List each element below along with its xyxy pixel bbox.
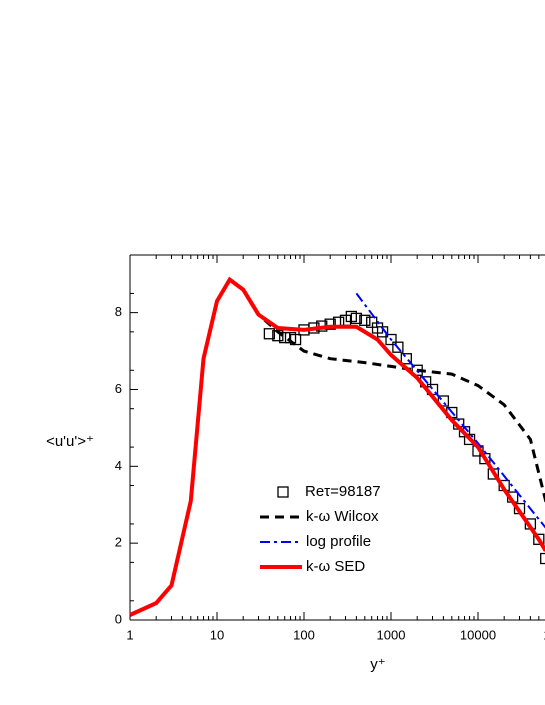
marker: [279, 331, 291, 344]
y-tick-label: 8: [115, 304, 122, 319]
marker: [366, 316, 378, 328]
x-tick-label: 1000: [377, 627, 406, 642]
x-tick-label: 10: [210, 627, 224, 642]
marker: [359, 314, 371, 326]
series-line: [129, 276, 545, 617]
legend-label: k-ω Wilcox: [306, 508, 379, 525]
marker: [350, 312, 363, 325]
marker: [392, 341, 404, 353]
y-tick-label: 2: [115, 535, 122, 550]
marker: [385, 333, 397, 346]
x-tick-label: 100: [293, 627, 315, 642]
legend-label: k-ω SED: [306, 558, 365, 575]
x-tick-label: 10000: [460, 627, 496, 642]
marker: [400, 353, 412, 365]
x-axis-label: y⁺: [370, 656, 385, 673]
marker: [463, 433, 476, 446]
legend-label: Reτ=98187: [305, 483, 381, 500]
marker: [533, 533, 545, 545]
y-tick-label: 6: [115, 381, 122, 396]
y-axis-label: <u'u'>⁺: [46, 433, 94, 450]
y-tick-label: 0: [115, 611, 122, 626]
x-tick-label: 1: [126, 627, 133, 642]
series-line: [355, 292, 545, 529]
marker: [540, 552, 545, 565]
marker: [263, 328, 276, 340]
marker: [324, 318, 336, 330]
legend-marker: [277, 486, 289, 498]
legend-label: log profile: [306, 533, 371, 550]
y-tick-label: 4: [115, 458, 122, 473]
